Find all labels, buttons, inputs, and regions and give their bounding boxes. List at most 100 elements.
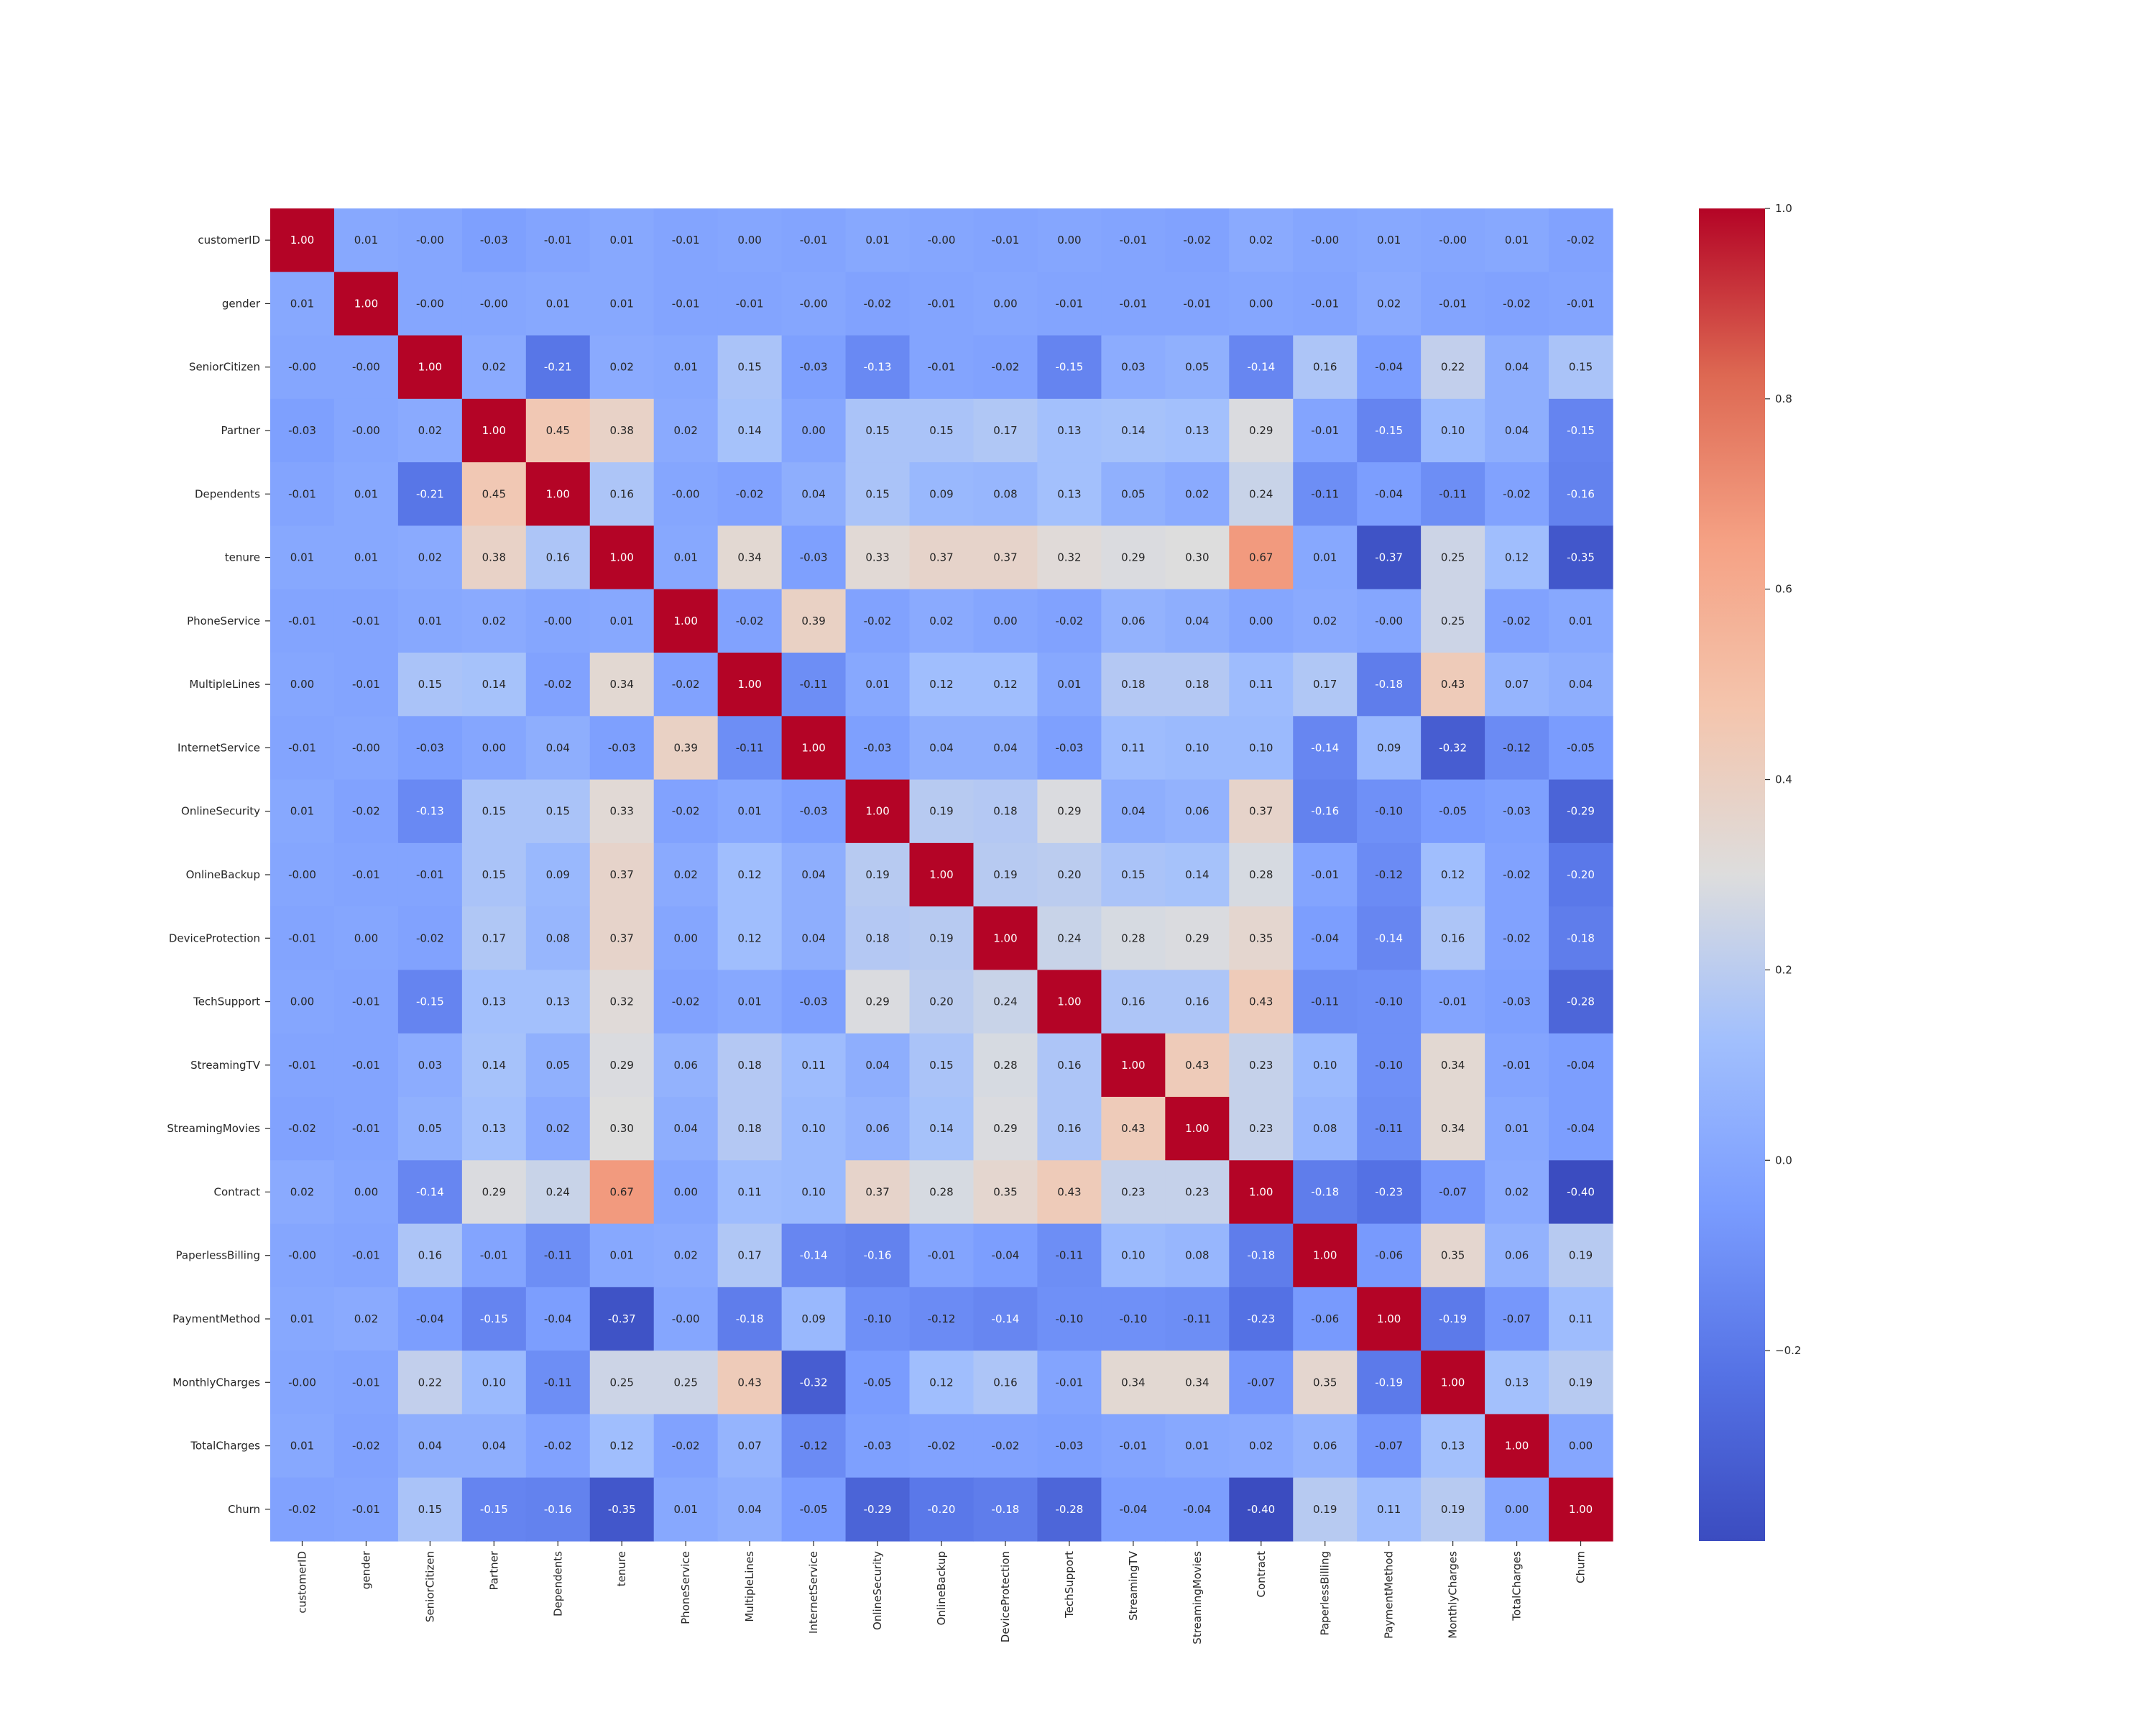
heatmap-cell-value: 1.00: [865, 805, 889, 818]
heatmap-cell-tenure-Partner: [461, 525, 527, 590]
heatmap-cell-value: -0.01: [288, 741, 316, 754]
heatmap-cell-TechSupport-tenure: [589, 970, 655, 1034]
heatmap-cell-PaymentMethod-MonthlyCharges: [1421, 1287, 1485, 1351]
heatmap-cell-value: 0.04: [482, 1440, 506, 1453]
y-tick-label-OnlineBackup: OnlineBackup: [186, 868, 260, 881]
heatmap-cell-PaymentMethod-Contract: [1229, 1287, 1294, 1351]
heatmap-cell-StreamingTV-TechSupport: [1037, 1033, 1102, 1098]
heatmap-cell-value: -0.28: [1055, 1503, 1083, 1516]
heatmap-cell-tenure-PaperlessBilling: [1293, 525, 1358, 590]
heatmap-cell-Churn-Partner: [461, 1477, 527, 1542]
heatmap-cell-value: 0.06: [865, 1122, 889, 1135]
heatmap-cell-OnlineSecurity-customerID: [270, 779, 335, 844]
heatmap-cell-gender-Dependents: [525, 272, 591, 336]
heatmap-cell-value: -0.01: [288, 615, 316, 627]
heatmap-cell-OnlineBackup-PaperlessBilling: [1293, 842, 1358, 907]
heatmap-cell-value: 1.00: [354, 297, 378, 310]
heatmap-cell-value: -0.23: [1247, 1312, 1275, 1325]
heatmap-cell-MultipleLines-Churn: [1549, 653, 1613, 717]
heatmap-cell-value: -0.11: [1311, 487, 1339, 500]
heatmap-cell-value: -0.02: [1503, 487, 1531, 500]
heatmap-cell-DeviceProtection-OnlineSecurity: [845, 906, 911, 971]
heatmap-cell-SeniorCitizen-MultipleLines: [717, 335, 783, 400]
heatmap-cell-PaperlessBilling-gender: [333, 1223, 399, 1288]
heatmap-cell-value: -0.00: [1311, 234, 1339, 247]
heatmap-cell-gender-TechSupport: [1037, 272, 1102, 336]
heatmap-cell-OnlineBackup-gender: [333, 842, 399, 907]
heatmap-cell-value: -0.04: [1567, 1122, 1595, 1135]
heatmap-cell-OnlineSecurity-Churn: [1549, 779, 1613, 844]
heatmap-cell-value: -0.21: [544, 361, 572, 374]
heatmap-cell-value: 0.00: [290, 995, 314, 1008]
heatmap-cell-value: -0.01: [736, 297, 764, 310]
heatmap-cell-value: -0.12: [1375, 868, 1403, 881]
heatmap-cell-value: -0.15: [416, 995, 444, 1008]
heatmap-cell-value: -0.03: [1055, 741, 1083, 754]
heatmap-cell-SeniorCitizen-PhoneService: [653, 335, 719, 400]
heatmap-cell-value: -0.10: [1055, 1312, 1083, 1325]
heatmap-cell-Dependents-StreamingMovies: [1165, 462, 1230, 527]
heatmap-cell-Partner-Dependents: [525, 398, 591, 463]
heatmap-cell-OnlineBackup-MultipleLines: [717, 842, 783, 907]
heatmap-cell-value: 0.11: [1249, 678, 1273, 691]
heatmap-cell-value: 0.32: [1057, 551, 1081, 564]
heatmap-cell-value: 0.01: [865, 678, 889, 691]
heatmap-cell-SeniorCitizen-OnlineSecurity: [845, 335, 911, 400]
heatmap-cell-value: 0.07: [737, 1440, 761, 1453]
heatmap-cell-PhoneService-customerID: [270, 589, 335, 653]
heatmap-cell-PaymentMethod-DeviceProtection: [973, 1287, 1038, 1351]
heatmap-cell-value: 0.38: [482, 551, 506, 564]
heatmap-cell-Partner-InternetService: [781, 398, 847, 463]
x-tick-label-Dependents: Dependents: [551, 1551, 564, 1616]
heatmap-cell-TechSupport-Partner: [461, 970, 527, 1034]
heatmap-cell-value: -0.40: [1567, 1185, 1595, 1198]
heatmap-cell-value: 0.15: [1569, 361, 1593, 374]
heatmap-cell-PaymentMethod-PaymentMethod: [1357, 1287, 1422, 1351]
heatmap-cell-tenure-tenure: [589, 525, 655, 590]
heatmap-cell-value: -0.00: [800, 297, 828, 310]
heatmap-cell-value: 0.00: [290, 678, 314, 691]
heatmap-cell-value: -0.02: [864, 297, 892, 310]
heatmap-cell-value: -0.01: [1311, 297, 1339, 310]
heatmap-cell-value: 0.06: [673, 1059, 697, 1072]
heatmap-cell-value: -0.00: [352, 741, 380, 754]
heatmap-cell-value: -0.01: [928, 297, 956, 310]
heatmap-cell-value: 0.11: [1377, 1503, 1401, 1516]
heatmap-cell-value: 0.07: [1505, 678, 1529, 691]
x-tick-label-SeniorCitizen: SeniorCitizen: [423, 1551, 436, 1622]
colorbar-tick-label: 0.4: [1775, 773, 1792, 786]
heatmap-cell-value: -0.01: [1055, 297, 1083, 310]
heatmap-cell-value: -0.40: [1247, 1503, 1275, 1516]
heatmap-cell-gender-customerID: [270, 272, 335, 336]
heatmap-cell-StreamingMovies-TechSupport: [1037, 1097, 1102, 1161]
heatmap-cell-value: 0.10: [1313, 1059, 1337, 1072]
heatmap-cell-DeviceProtection-SeniorCitizen: [397, 906, 463, 971]
heatmap-cell-value: 0.01: [546, 297, 570, 310]
heatmap-cell-value: 0.02: [1377, 297, 1401, 310]
heatmap-cell-TotalCharges-OnlineSecurity: [845, 1414, 911, 1478]
heatmap-cell-SeniorCitizen-MonthlyCharges: [1421, 335, 1485, 400]
heatmap-cell-PaperlessBilling-PaperlessBilling: [1293, 1223, 1358, 1288]
heatmap-cell-value: 0.22: [418, 1376, 442, 1389]
heatmap-cell-value: -0.02: [288, 1503, 316, 1516]
heatmap-cell-value: 0.09: [1377, 741, 1401, 754]
y-tick-label-InternetService: InternetService: [178, 741, 260, 754]
heatmap-cell-PaymentMethod-customerID: [270, 1287, 335, 1351]
heatmap-cell-OnlineSecurity-Contract: [1229, 779, 1294, 844]
heatmap-cell-value: 0.14: [1185, 868, 1209, 881]
heatmap-cell-SeniorCitizen-OnlineBackup: [909, 335, 975, 400]
y-tick-label-StreamingMovies: StreamingMovies: [167, 1122, 260, 1135]
heatmap-cell-gender-PaperlessBilling: [1293, 272, 1358, 336]
heatmap-cell-Churn-InternetService: [781, 1477, 847, 1542]
y-tick-label-TotalCharges: TotalCharges: [190, 1440, 260, 1453]
heatmap-cell-value: -0.20: [1567, 868, 1595, 881]
heatmap-cell-Contract-Churn: [1549, 1160, 1613, 1225]
heatmap-cell-Dependents-gender: [333, 462, 399, 527]
heatmap-cell-TechSupport-Contract: [1229, 970, 1294, 1034]
heatmap-cell-DeviceProtection-PhoneService: [653, 906, 719, 971]
heatmap-cell-PhoneService-tenure: [589, 589, 655, 653]
heatmap-cell-value: -0.03: [864, 1440, 892, 1453]
heatmap-cell-DeviceProtection-gender: [333, 906, 399, 971]
heatmap-cell-value: -0.01: [352, 1503, 380, 1516]
heatmap-cell-TotalCharges-tenure: [589, 1414, 655, 1478]
